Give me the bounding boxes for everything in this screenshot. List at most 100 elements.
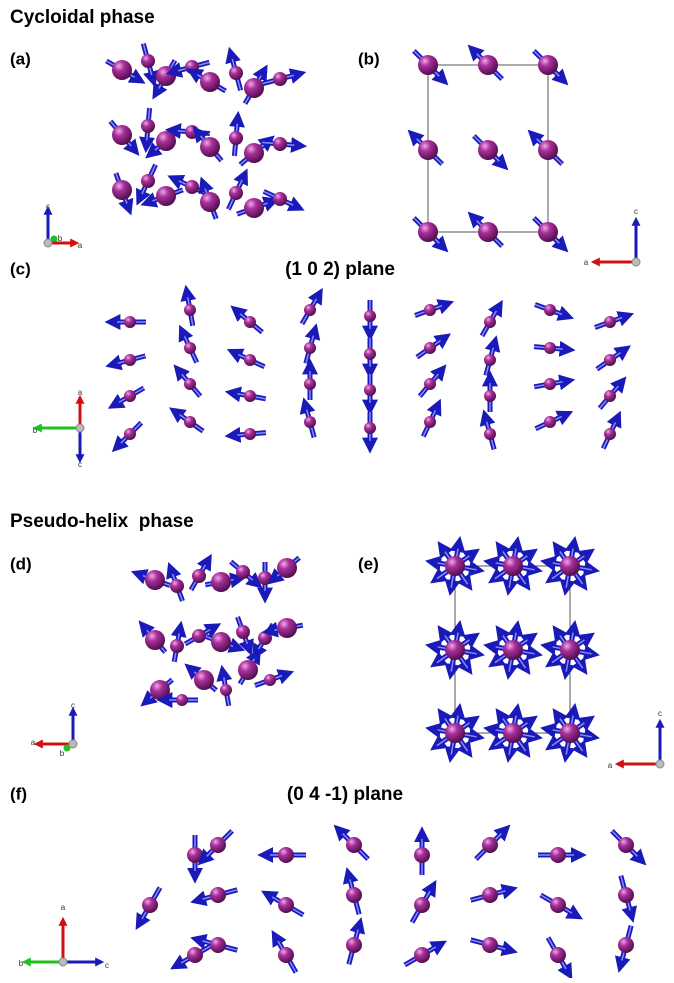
atom [538,140,558,160]
atom [424,304,436,316]
atom [364,384,376,396]
atom [364,348,376,360]
axis-label: c [105,961,109,970]
atom [192,629,206,643]
atom [278,847,294,863]
atom [538,55,558,75]
atom [200,72,220,92]
atom [229,186,243,200]
atom [176,694,188,706]
atom [346,887,362,903]
atom [229,131,243,145]
panel-label: (d) [10,554,32,573]
atom [550,947,566,963]
atom [550,847,566,863]
atom [484,316,496,328]
atom [142,897,158,913]
atom [478,222,498,242]
axis-label: b [58,234,63,243]
atom [200,137,220,157]
axis-origin [655,759,665,769]
atom [229,66,243,80]
atom [618,937,634,953]
atom [194,670,214,690]
atom [258,631,272,645]
atom [278,947,294,963]
axis-origin [68,739,78,749]
section-title: Cycloidal phase [10,7,155,28]
atom [482,937,498,953]
atom [544,342,556,354]
atom [112,125,132,145]
atom [618,837,634,853]
axis-label: c [46,202,50,211]
axis-label: b [60,749,65,758]
atom [112,180,132,200]
atom [273,137,287,151]
atom [604,428,616,440]
atom [538,222,558,242]
atom [244,428,256,440]
atom [277,558,297,578]
atom [192,569,206,583]
atom [258,571,272,585]
atom [185,60,199,74]
atom [304,416,316,428]
atom [346,837,362,853]
atom [445,640,465,660]
axis-dot [63,744,71,752]
atom [418,222,438,242]
atom [484,390,496,402]
atom [424,342,436,354]
axis-label: a [78,241,83,250]
axis-origin [631,257,641,267]
atom [544,304,556,316]
axis-label: a [31,738,36,747]
atom [273,72,287,86]
atom [560,556,580,576]
axis-origin [58,957,68,967]
atom [124,316,136,328]
axis-origin [43,238,53,248]
axis-label: a [608,761,613,770]
atom [264,674,276,686]
axis-label: c [658,709,662,718]
atom [544,378,556,390]
axis-label: c [71,701,75,710]
atom [185,125,199,139]
atom [304,342,316,354]
atom [478,140,498,160]
atom [200,192,220,212]
axis-label: a [61,903,66,912]
atom [211,632,231,652]
atom [550,897,566,913]
atom [424,416,436,428]
atom [124,390,136,402]
atom [244,78,264,98]
atom [560,640,580,660]
atom [210,887,226,903]
axis-label: b [33,426,38,435]
atom [141,174,155,188]
atom [503,723,523,743]
axis-label: a [584,258,589,267]
atom [211,572,231,592]
atom [445,556,465,576]
atom [414,897,430,913]
atom [304,378,316,390]
atom [503,556,523,576]
atom [414,847,430,863]
section-title: Pseudo-helix phase [10,511,194,532]
atom [185,180,199,194]
atom [156,66,176,86]
atom [187,847,203,863]
atom [184,304,196,316]
atom [273,192,287,206]
atom [364,310,376,322]
atom [210,837,226,853]
atom [244,143,264,163]
atom [236,625,250,639]
atom [156,131,176,151]
axis-label: c [634,207,638,216]
atom [478,55,498,75]
